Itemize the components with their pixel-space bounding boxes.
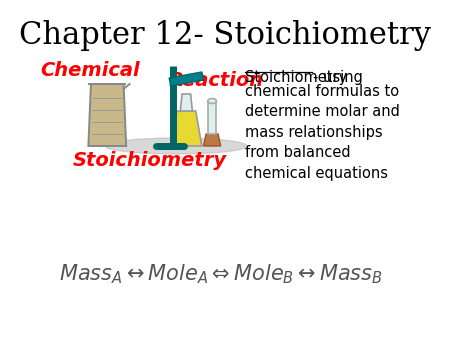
Polygon shape [171, 111, 202, 146]
Text: $\mathit{Mass}_{\mathit{A}}\leftrightarrow\mathit{Mole}_{\mathit{A}}\Leftrightar: $\mathit{Mass}_{\mathit{A}}\leftrightarr… [59, 262, 382, 286]
Text: Reaction: Reaction [169, 71, 264, 90]
Polygon shape [203, 134, 220, 146]
Text: - using: - using [313, 70, 363, 85]
Text: Stoichiometry: Stoichiometry [245, 70, 347, 85]
Polygon shape [180, 94, 192, 111]
Ellipse shape [208, 98, 216, 103]
Ellipse shape [105, 138, 247, 154]
Polygon shape [88, 84, 126, 146]
Polygon shape [169, 72, 203, 86]
Text: Stoichiometry: Stoichiometry [73, 151, 227, 170]
Text: Chapter 12- Stoichiometry: Chapter 12- Stoichiometry [19, 20, 431, 51]
Polygon shape [208, 101, 216, 134]
Text: chemical formulas to
determine molar and
mass relationships
from balanced
chemic: chemical formulas to determine molar and… [245, 84, 400, 180]
Text: Chemical: Chemical [40, 61, 140, 80]
